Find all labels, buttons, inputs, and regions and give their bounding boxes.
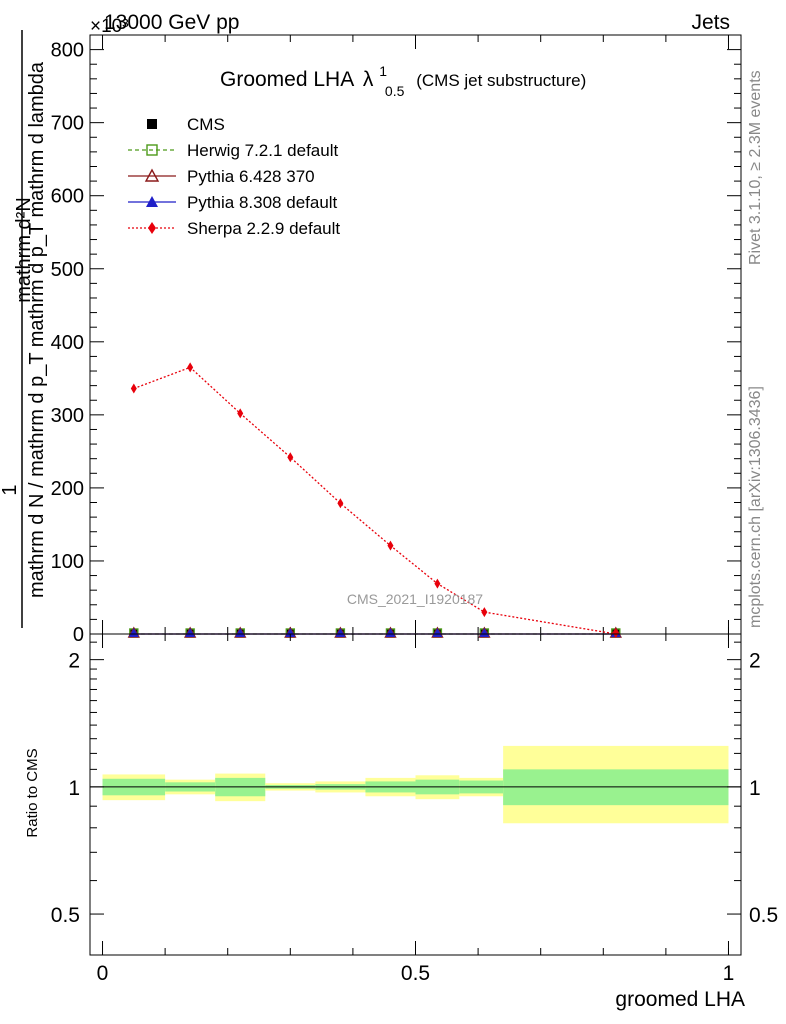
data-point [128,628,139,637]
data-point [337,498,344,509]
y-tick-label: 0 [73,624,84,646]
x-tick-label: 0.5 [401,962,430,985]
ratio-y-tick-label-right: 0.5 [749,904,778,927]
analysis-watermark: CMS_2021_I1920187 [347,591,483,607]
y-exponent-label: ×10³ [90,16,129,37]
data-point [237,408,244,419]
series-sherpa-2-2-9-default [130,362,619,638]
data-point [432,628,443,637]
series-pythia-6-428-370 [127,626,622,638]
y-label-numerator: mathrm d²N [13,197,35,303]
data-point [434,578,441,589]
y-label-prefix: 1 [0,484,21,495]
legend-marker [148,222,156,234]
legend-item: Pythia 6.428 370 [128,167,315,186]
series-herwig-7-2-1-default [129,628,621,638]
main-y-axis-label: mathrm d²N mathrm d N / mathrm d p_T mat… [0,30,48,628]
legend-marker [147,119,157,129]
x-tick-label: 1 [723,962,735,985]
legend-marker [146,144,158,156]
process-label: Jets [691,11,730,34]
main-axes: 0 100 200 300 400 500 600 700 800 [51,34,741,646]
series-cms [129,629,620,637]
y-tick-label: 700 [51,113,84,135]
ratio-y-tick-label: 2 [68,650,80,673]
ratio-bands [90,745,741,824]
data-point [335,628,346,637]
x-tick-label: 0 [97,962,109,985]
data-point [130,383,137,394]
y-tick-label: 200 [51,478,84,500]
data-point [385,628,396,637]
legend-label: Herwig 7.2.1 default [187,141,338,160]
title-subtitle: (CMS jet substructure) [416,71,586,90]
title-superscript: 1 [379,63,387,79]
chart-title: Groomed LHA λ 1 0.5 (CMS jet substructur… [220,58,586,101]
ratio-bin [503,745,729,824]
ratio-y-tick-label: 0.5 [51,904,80,927]
y-tick-label: 100 [51,551,84,573]
ratio-y-tick-label-right: 1 [749,777,761,800]
data-point [479,628,490,637]
y-tick-label: 400 [51,332,84,354]
ratio-y-tick-label-right: 2 [749,650,761,673]
series-line [133,366,616,635]
legend-label: Pythia 6.428 370 [187,167,315,186]
legend-item: Pythia 8.308 default [128,193,338,212]
series-pythia-8-308-default [128,628,621,637]
data-point [187,362,194,373]
title-subscript: 0.5 [385,83,405,99]
data-point [185,628,196,637]
y-tick-label: 300 [51,405,84,427]
y-tick-label: 500 [51,259,84,281]
legend-item: Sherpa 2.2.9 default [128,219,340,238]
data-point [387,540,394,551]
y-label-denominator: mathrm d N / mathrm d p_T mathrm d p_T m… [26,61,48,598]
data-point [235,628,246,637]
ratio-y-tick-label: 1 [68,777,80,800]
legend: CMS Herwig 7.2.1 default Pythia 6.428 370 P… [128,115,340,238]
legend-label: CMS [187,115,225,134]
legend-item: Herwig 7.2.1 default [128,141,338,160]
ratio-y-label: Ratio to CMS [24,748,41,837]
legend-marker [144,168,160,182]
ratio-bin [215,773,266,802]
legend-label: Sherpa 2.2.9 default [187,219,340,238]
data-point [287,452,294,463]
data-point [612,628,619,638]
mcplots-label: mcplots.cern.ch [arXiv:1306.3436] [747,386,764,628]
legend-marker [146,196,158,207]
x-axis-label: groomed LHA [615,988,745,1011]
rivet-label: Rivet 3.1.10, ≥ 2.3M events [747,70,764,265]
data-point [285,628,296,637]
title-text: Groomed LHA [220,68,354,91]
energy-label: 13000 GeV pp [104,11,239,34]
legend-label: Pythia 8.308 default [187,193,338,212]
y-tick-label: 800 [51,40,84,62]
data-point [481,607,488,618]
legend-item: CMS [147,115,225,134]
ratio-axes: 0.5 0.5 1 1 2 2 0 0.5 1 [51,634,778,985]
y-tick-label: 600 [51,186,84,208]
title-symbol: λ [363,68,374,91]
